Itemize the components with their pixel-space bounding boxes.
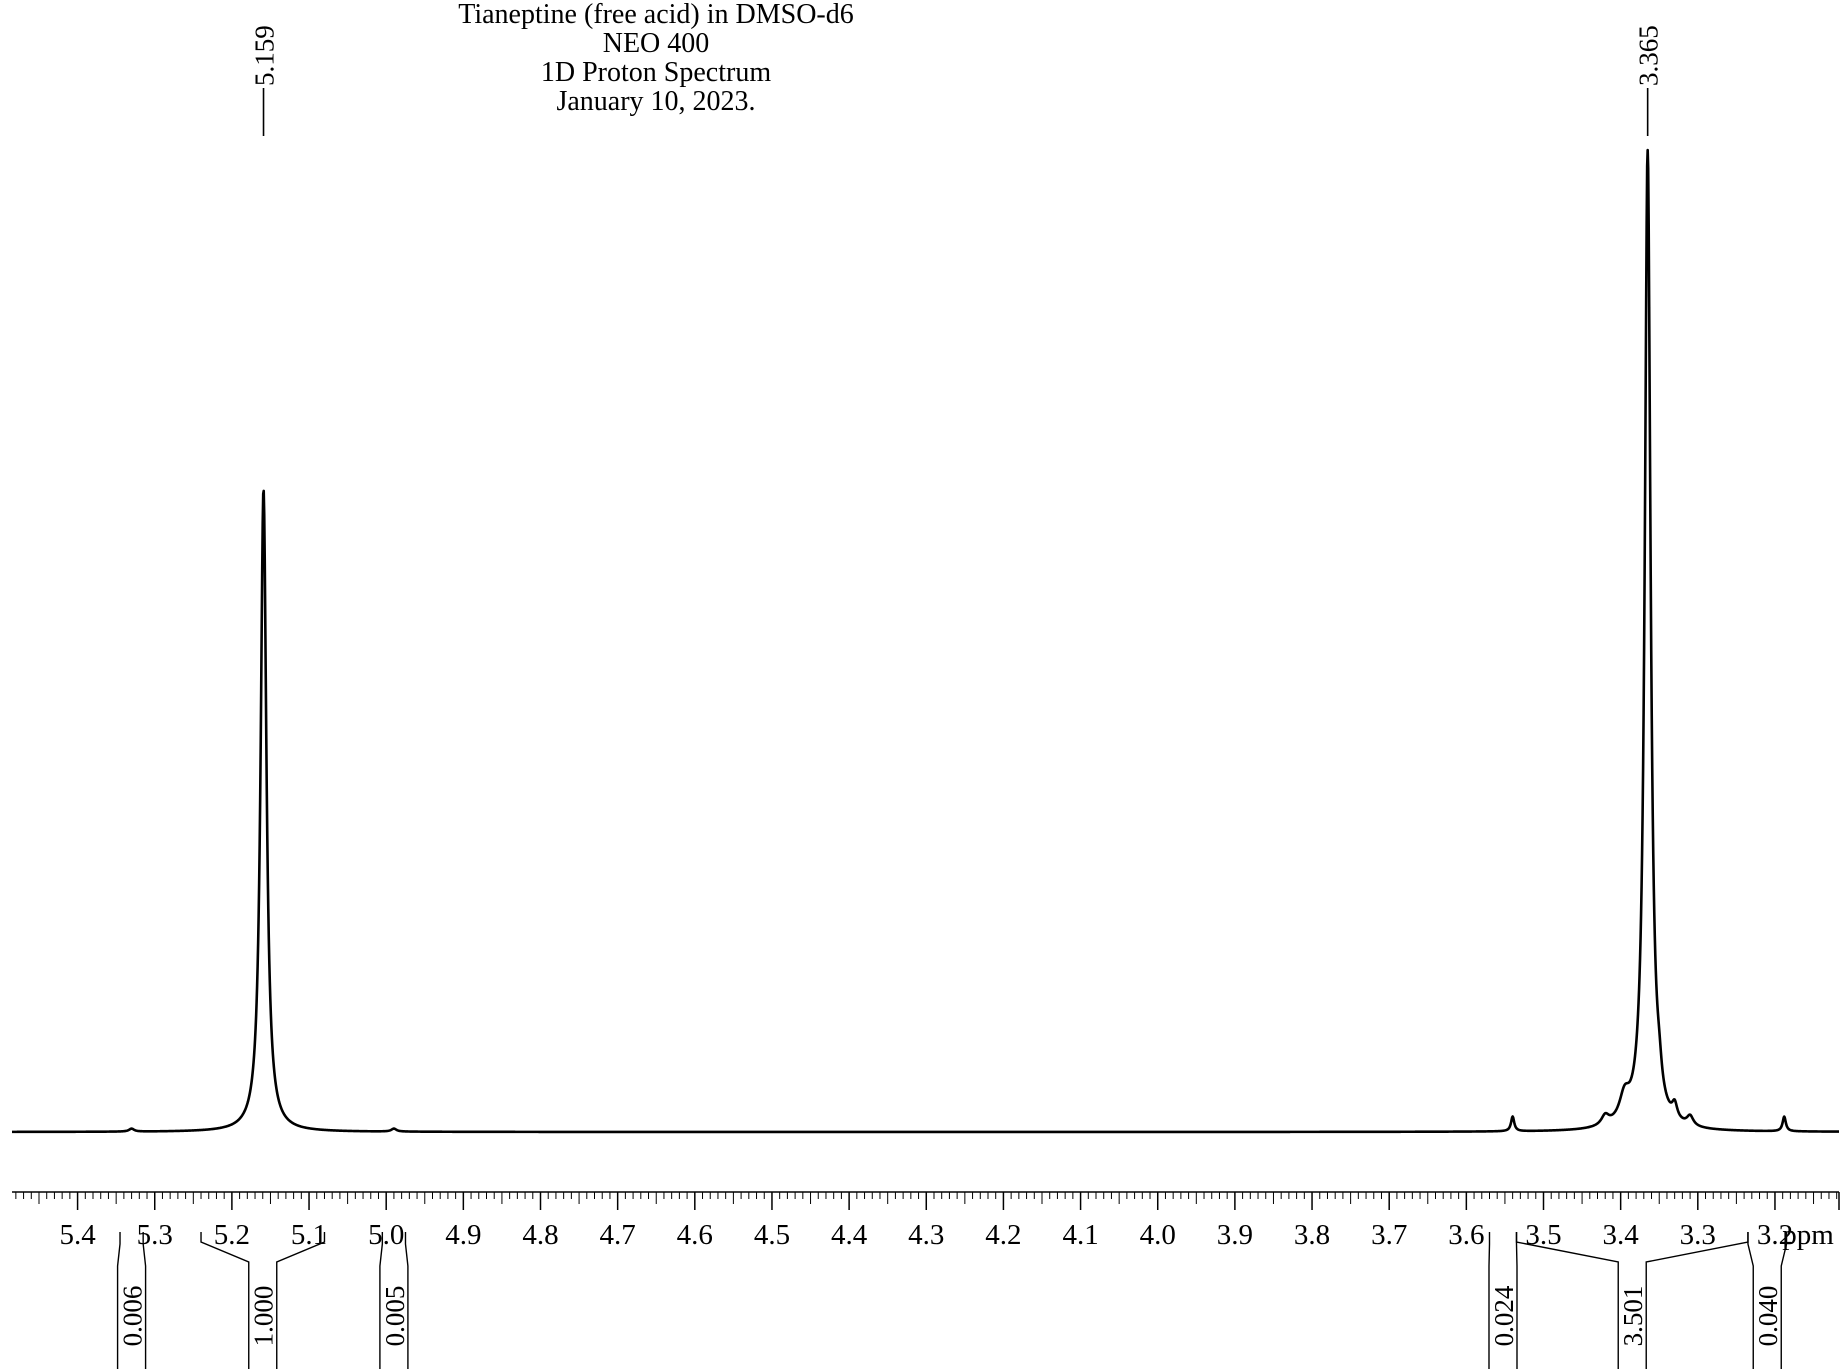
x-tick-label: 3.9: [1217, 1219, 1253, 1251]
x-tick-label: 3.6: [1448, 1219, 1484, 1251]
x-tick-label: 4.0: [1140, 1219, 1176, 1251]
spectrum-trace: [11, 148, 1840, 1134]
x-tick-label: 3.4: [1603, 1219, 1640, 1251]
title-sample: Tianeptine (free acid) in DMSO-d6: [458, 0, 854, 30]
x-tick-label: 4.7: [600, 1219, 636, 1251]
x-tick-label: 5.2: [214, 1219, 250, 1251]
title-instrument: NEO 400: [602, 28, 710, 59]
x-tick-label: 4.5: [754, 1219, 790, 1251]
integral-bracket: [1747, 1232, 1788, 1369]
x-tick-label: 5.4: [59, 1219, 96, 1251]
integral-value: 0.040: [1753, 1286, 1783, 1347]
x-tick-label: 3.5: [1525, 1219, 1561, 1251]
x-tick-label: 4.4: [831, 1219, 868, 1251]
x-tick-label: 5.3: [137, 1219, 173, 1251]
x-tick-label: 4.3: [908, 1219, 944, 1251]
x-tick-label: 3.7: [1371, 1219, 1407, 1251]
integral-bracket: [379, 1232, 409, 1369]
x-tick-label: 5.1: [291, 1219, 327, 1251]
x-tick-label: 4.9: [445, 1219, 481, 1251]
integral-value: 3.501: [1618, 1286, 1648, 1347]
peak-label: 5.159: [250, 25, 280, 86]
integral-value: 0.005: [380, 1286, 410, 1347]
x-tick-label: 4.1: [1062, 1219, 1098, 1251]
integral-value: 1.000: [249, 1286, 279, 1347]
integral-bracket: [200, 1232, 326, 1369]
peak-label: 3.365: [1634, 25, 1664, 86]
x-tick-label: 3.3: [1680, 1219, 1716, 1251]
x-axis-label: ppm: [1782, 1219, 1834, 1251]
x-tick-label: 4.6: [677, 1219, 713, 1251]
x-tick-label: 4.2: [985, 1219, 1021, 1251]
integral-value: 0.006: [118, 1286, 148, 1347]
title-experiment: 1D Proton Spectrum: [540, 57, 772, 88]
integral-value: 0.024: [1489, 1285, 1519, 1346]
x-tick-label: 3.8: [1294, 1219, 1330, 1251]
title-date: January 10, 2023.: [556, 86, 756, 117]
x-tick-label: 5.0: [368, 1219, 404, 1251]
x-tick-label: 4.8: [522, 1219, 558, 1251]
integral-bracket: [116, 1232, 147, 1369]
